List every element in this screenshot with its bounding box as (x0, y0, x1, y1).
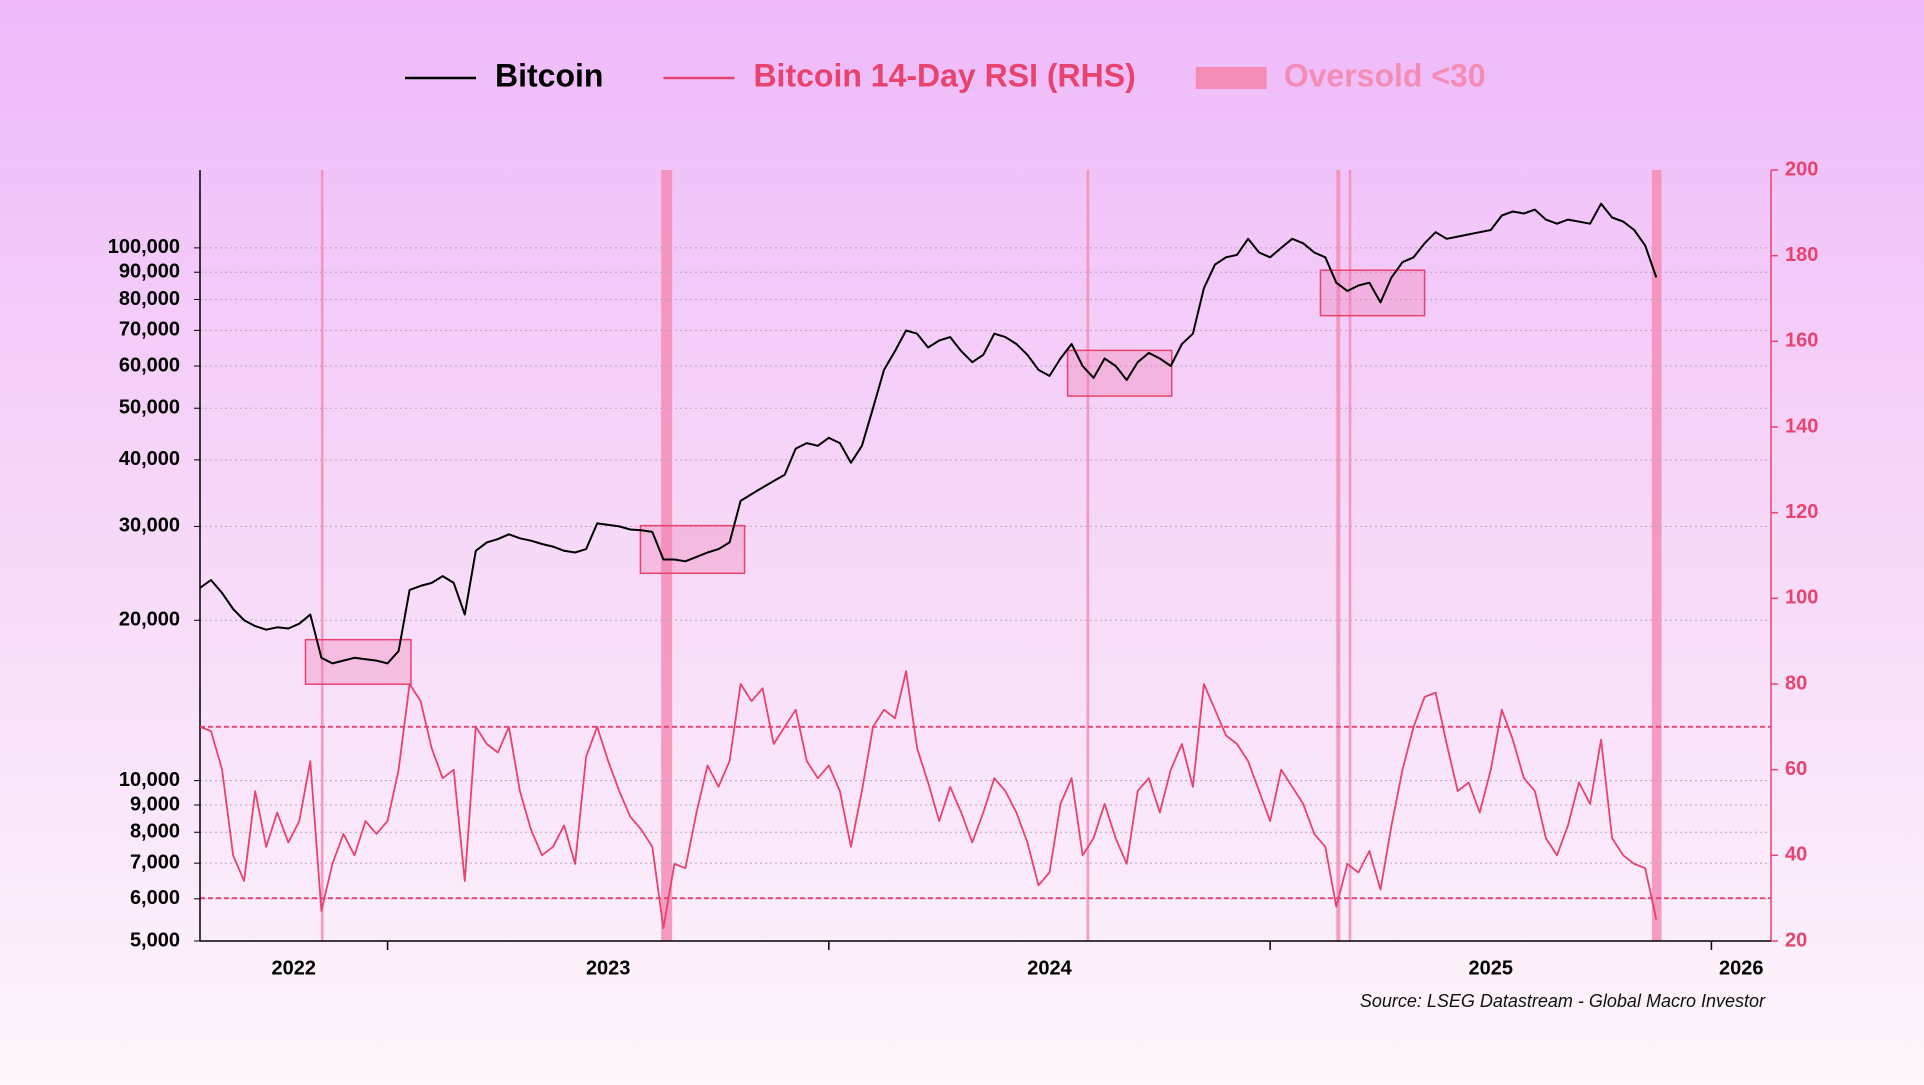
source-note: Source: LSEG Datastream - Global Macro I… (1360, 991, 1766, 1011)
y-tick-label: 30,000 (119, 515, 180, 537)
y-tick-label: 40,000 (119, 448, 180, 470)
y2-tick-label: 80 (1785, 672, 1807, 694)
y-tick-label: 10,000 (119, 769, 180, 791)
y-tick-label: 70,000 (119, 319, 180, 341)
y-tick-label: 20,000 (119, 609, 180, 631)
y-tick-label: 90,000 (119, 261, 180, 283)
y2-tick-label: 60 (1785, 758, 1807, 780)
y-tick-label: 80,000 (119, 288, 180, 310)
oversold-band (661, 170, 673, 941)
legend-label: Bitcoin (495, 57, 603, 93)
y2-tick-label: 180 (1785, 244, 1818, 266)
series-line (199, 202, 1658, 665)
highlight-box (639, 524, 746, 575)
y-tick-label: 5,000 (130, 929, 180, 951)
legend-swatch (1195, 67, 1267, 89)
y-tick-label: 8,000 (130, 821, 180, 843)
highlight-box (304, 638, 412, 685)
x-tick-label: 2022 (272, 957, 317, 979)
y-tick-label: 7,000 (130, 851, 180, 873)
legend-label: Oversold <30 (1284, 57, 1486, 93)
highlight-box (1066, 349, 1173, 397)
x-tick-label: 2024 (1027, 957, 1072, 979)
highlight-box (1319, 269, 1426, 317)
y-tick-label: 100,000 (108, 236, 180, 258)
x-tick-label: 2023 (586, 957, 631, 979)
x-tick-label: 2026 (1719, 957, 1764, 979)
oversold-band (1336, 170, 1341, 941)
y-tick-label: 9,000 (130, 793, 180, 815)
y2-tick-label: 160 (1785, 330, 1818, 352)
x-tick-label: 2025 (1469, 957, 1514, 979)
y2-tick-label: 100 (1785, 587, 1818, 609)
oversold-band (1348, 170, 1352, 941)
y2-tick-label: 120 (1785, 501, 1818, 523)
oversold-band (1086, 170, 1090, 941)
y-tick-label: 6,000 (130, 887, 180, 909)
series-line (199, 670, 1658, 929)
oversold-band (320, 170, 324, 941)
oversold-band (1651, 170, 1662, 941)
y-tick-label: 50,000 (119, 397, 180, 419)
y-tick-label: 60,000 (119, 354, 180, 376)
y2-tick-label: 40 (1785, 844, 1807, 866)
legend-label: Bitcoin 14-Day RSI (RHS) (753, 57, 1135, 93)
y2-tick-label: 200 (1785, 158, 1818, 180)
y2-tick-label: 140 (1785, 415, 1818, 437)
y2-tick-label: 20 (1785, 929, 1807, 951)
